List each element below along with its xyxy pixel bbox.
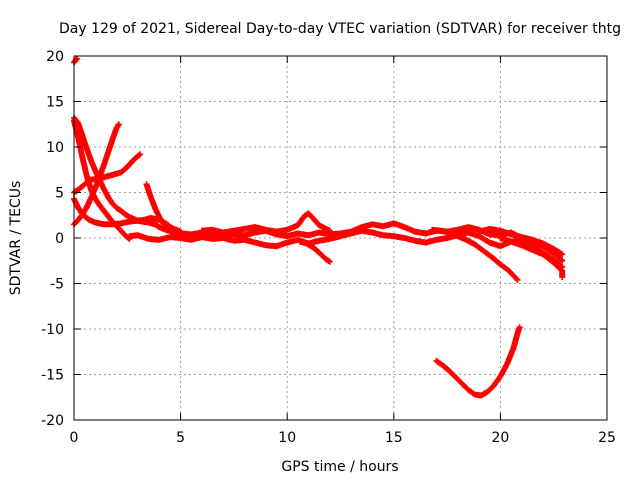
data-point-markers bbox=[433, 324, 523, 399]
y-tick-label: 0 bbox=[55, 231, 64, 247]
x-tick-label: 10 bbox=[278, 430, 296, 446]
series-track-k bbox=[429, 226, 521, 283]
series-track-j bbox=[297, 238, 333, 265]
x-tick-label: 0 bbox=[70, 430, 79, 446]
axis-ticks: 0 5 10 15 20 25 -20 -15 -10 -5 0 5 10 15 20 bbox=[41, 49, 616, 446]
series-track-l bbox=[476, 225, 566, 258]
y-tick-label: 20 bbox=[46, 49, 64, 65]
data-point-markers bbox=[126, 227, 566, 271]
data-point-markers bbox=[198, 210, 333, 236]
data-point-markers bbox=[429, 226, 521, 283]
series-track-h bbox=[126, 227, 566, 271]
chart-title: Day 129 of 2021, Sidereal Day-to-day VTE… bbox=[59, 21, 621, 37]
data-point-markers bbox=[297, 238, 333, 265]
y-tick-label: 15 bbox=[46, 95, 64, 111]
y-tick-label: -10 bbox=[41, 322, 64, 338]
x-tick-label: 25 bbox=[598, 430, 616, 446]
y-axis-label: SDTVAR / TECUs bbox=[8, 181, 24, 296]
data-point-markers bbox=[497, 235, 566, 281]
y-tick-label: -20 bbox=[41, 413, 64, 429]
y-tick-label: 5 bbox=[55, 186, 64, 202]
data-point-markers bbox=[476, 225, 566, 258]
series-track-i bbox=[198, 210, 333, 236]
series-track-m bbox=[497, 235, 566, 281]
x-axis-label: GPS time / hours bbox=[281, 459, 398, 475]
x-tick-label: 5 bbox=[176, 430, 185, 446]
x-tick-label: 15 bbox=[385, 430, 403, 446]
y-tick-label: -5 bbox=[50, 277, 64, 293]
series-track-n bbox=[433, 324, 523, 399]
y-tick-label: 10 bbox=[46, 140, 64, 156]
y-tick-label: -15 bbox=[41, 368, 64, 384]
x-tick-label: 20 bbox=[491, 430, 509, 446]
